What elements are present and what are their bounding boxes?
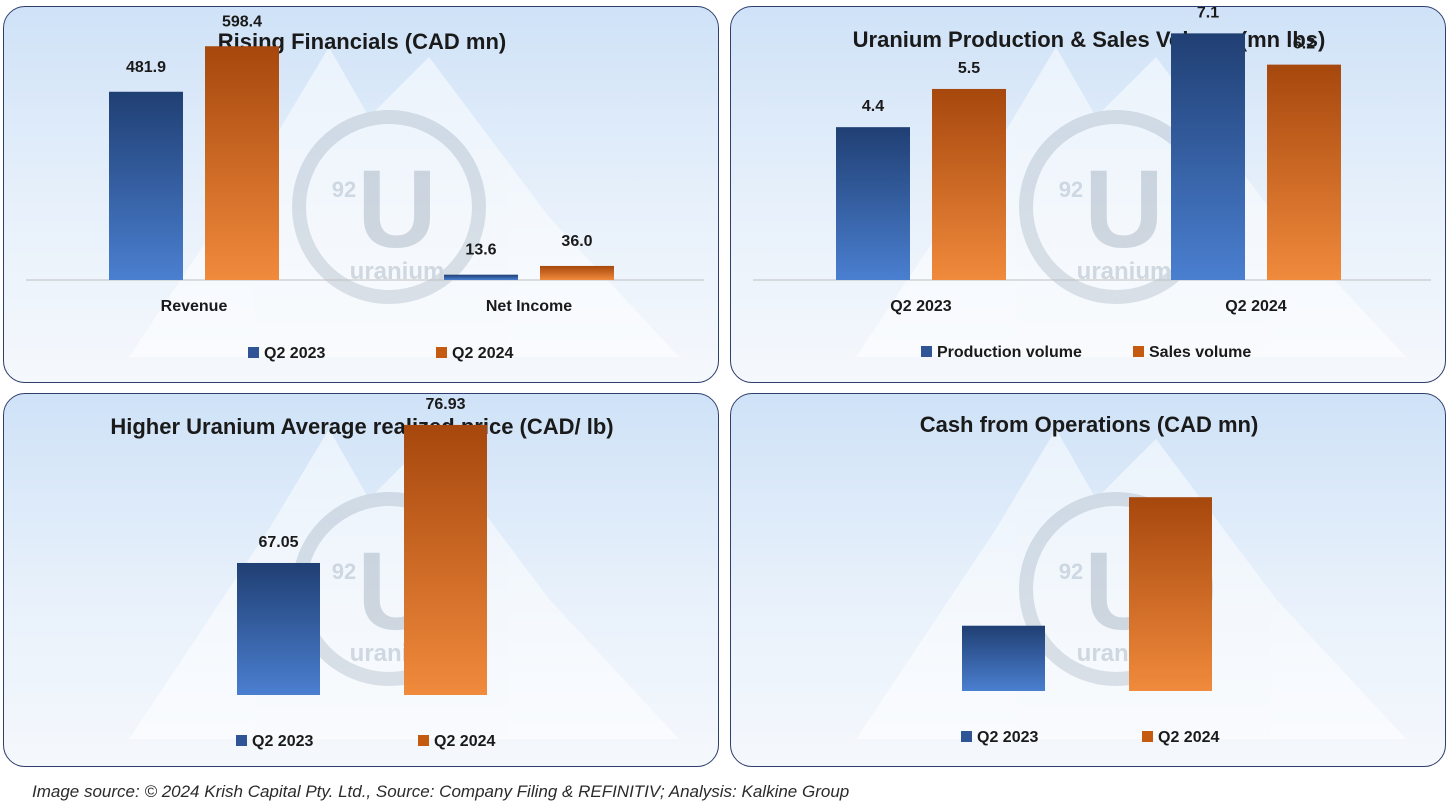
logo-letter: U [357,148,436,271]
legend-swatch-q2-2023 [236,735,247,746]
legend-swatch-sales-volume [1133,346,1144,357]
legend-label-q2-2023: Q2 2023 [252,733,313,750]
bar-sales-volume-1 [1267,64,1341,280]
legend-label-q2-2024: Q2 2024 [434,733,495,750]
legend-label-q2-2024: Q2 2024 [1158,729,1219,746]
logo-number: 92 [1059,559,1083,584]
legend-label-q2-2024: Q2 2024 [452,345,513,362]
bar-production-volume-0 [836,127,910,280]
legend-swatch-q2-2024 [436,347,447,358]
legend-swatch-production-volume [921,346,932,357]
data-label: 36.0 [561,233,592,250]
category-label: Net Income [486,298,572,315]
legend-label-production-volume: Production volume [937,344,1082,361]
data-label: 4.4 [862,98,884,115]
data-label: 598.4 [222,13,262,30]
logo-word: uranium [350,258,445,285]
chart-title: Uranium Production & Sales Volume (mn lb… [853,27,1326,52]
legend-label-q2-2023: Q2 2023 [264,345,325,362]
logo-number: 92 [1059,177,1083,202]
bar-q2-2024-0 [205,46,279,280]
bar-sales-volume-0 [932,88,1006,281]
legend-swatch-q2-2024 [418,735,429,746]
data-label: 13.6 [465,242,496,259]
category-label: Q2 2024 [1225,298,1286,315]
logo-number: 92 [332,177,356,202]
logo-letter: U [1084,148,1163,271]
data-label: 5.5 [958,60,980,77]
category-label: Q2 2023 [890,298,951,315]
chart-title: Higher Uranium Average realized price (C… [110,414,613,439]
bar-production-volume-1 [1171,33,1245,280]
bar-q2-2024 [1129,497,1212,691]
legend-swatch-q2-2023 [248,347,259,358]
bar-q2-2023 [962,625,1045,691]
gear-ring [292,110,486,304]
data-label: 481.9 [126,59,166,76]
data-label: 6.2 [1293,36,1315,53]
image-source-footer: Image source: © 2024 Krish Capital Pty. … [32,782,850,801]
bar-q2-2023-1 [444,274,518,280]
chart-title: Cash from Operations (CAD mn) [920,412,1259,437]
bar-q2-2023-0 [109,91,183,280]
logo-word: uranium [1077,258,1172,285]
bar-q2-2024 [404,424,487,695]
data-label: 76.93 [425,396,465,413]
data-label: 67.05 [258,534,298,551]
bar-q2-2023 [237,562,320,695]
legend-label-q2-2023: Q2 2023 [977,729,1038,746]
legend-label-sales-volume: Sales volume [1149,344,1251,361]
logo-number: 92 [332,559,356,584]
legend-swatch-q2-2024 [1142,731,1153,742]
legend-swatch-q2-2023 [961,731,972,742]
data-label: 7.1 [1197,7,1219,21]
bar-q2-2024-1 [540,265,614,280]
category-label: Revenue [161,298,228,315]
